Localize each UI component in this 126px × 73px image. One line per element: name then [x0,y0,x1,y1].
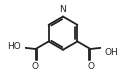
Text: O: O [32,62,39,71]
Text: N: N [60,5,66,14]
Text: HO: HO [7,42,21,51]
Text: OH: OH [105,48,119,57]
Text: O: O [87,62,94,71]
